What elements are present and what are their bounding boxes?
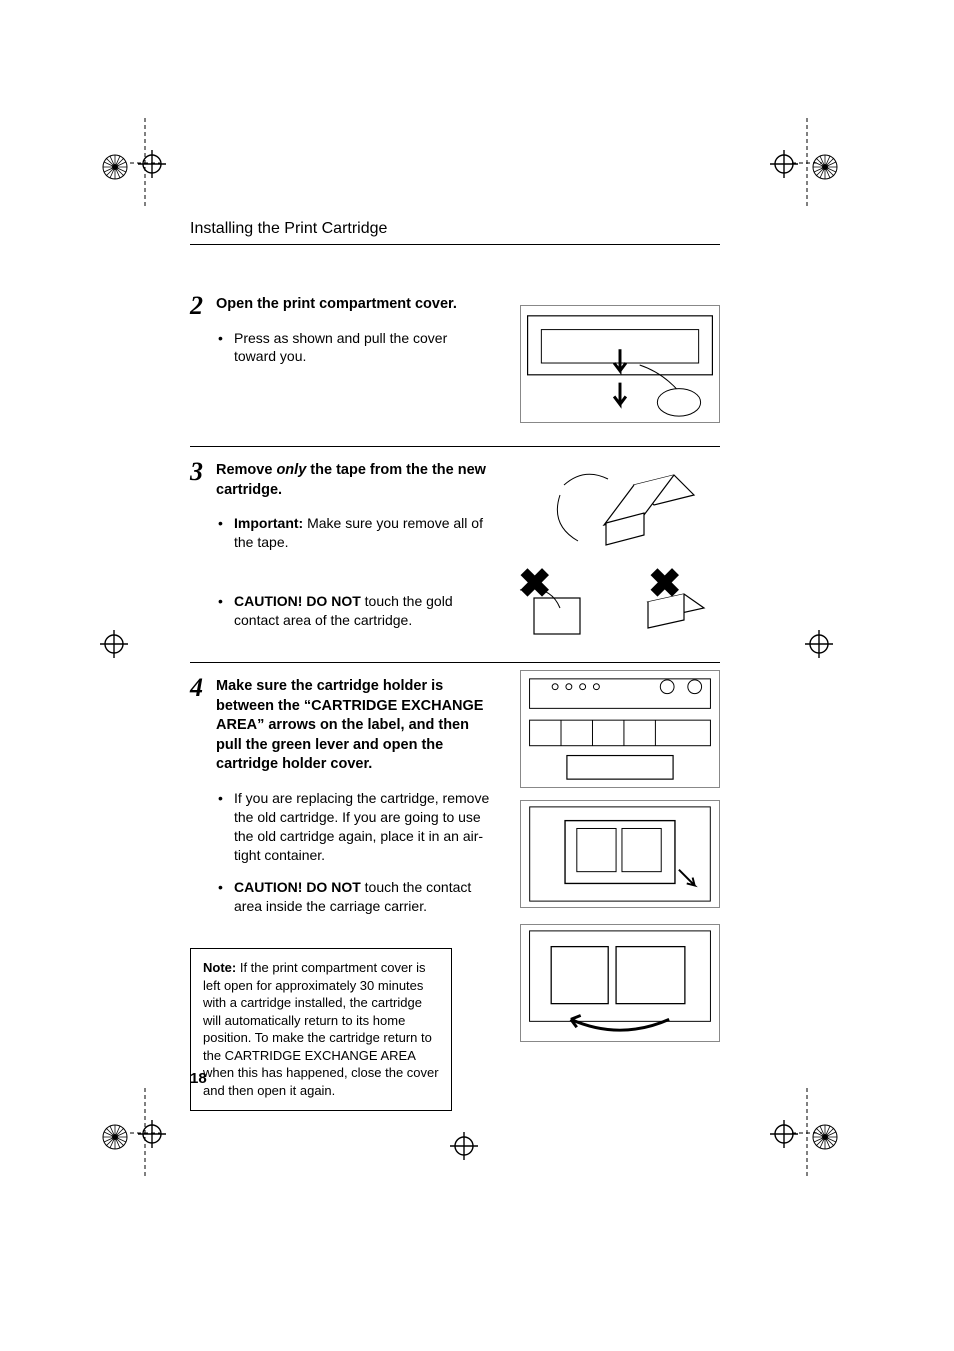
step-4-bullet-1: If you are replacing the cartridge, remo… (234, 789, 496, 865)
step-number-3: 3 (190, 459, 216, 485)
crop-mark-icon-1 (792, 118, 822, 208)
crop-mark-icon-0 (130, 118, 160, 208)
regmark-small-icon-3 (805, 630, 833, 658)
illus-step3-remove-tape (524, 455, 714, 561)
note-text: If the print compartment cover is left o… (203, 960, 439, 1098)
regmark-big-icon-2 (100, 1122, 130, 1152)
step-4-heading: Make sure the cartridge holder is betwee… (216, 677, 496, 775)
step-4-bullet-2: CAUTION! DO NOT touch the contact area i… (234, 878, 496, 916)
step-number-4: 4 (190, 675, 216, 701)
step-3-bullet-1-prefix: Important: (234, 515, 303, 531)
step-2-heading: Open the print compartment cover. (216, 295, 486, 315)
section-title: Installing the Print Cartridge (190, 220, 730, 245)
step-3-bullet-2-prefix: CAUTION! DO NOT (234, 593, 361, 609)
illus-step4-top-view (520, 670, 720, 788)
crop-mark-icon-3 (792, 1088, 822, 1178)
step-4-bullet-2-prefix: CAUTION! DO NOT (234, 879, 361, 895)
step-2-bullet-1: Press as shown and pull the cover toward… (234, 329, 486, 367)
crop-mark-icon-2 (130, 1088, 160, 1178)
illus-step4-holder (520, 800, 720, 908)
section-title-text: Installing the Print Cartridge (190, 220, 387, 237)
rule-after-step-3 (190, 662, 720, 663)
step-3-bullet-2: CAUTION! DO NOT touch the gold contact a… (234, 592, 496, 630)
rule-after-step-2 (190, 446, 720, 447)
page-number: 18 (190, 1070, 207, 1087)
regmark-big-icon-0 (100, 152, 130, 182)
note-box: Note: If the print compartment cover is … (190, 948, 452, 1110)
step-3-bullet-1: Important: Make sure you remove all of t… (234, 514, 496, 552)
illus-step4-open-holder (520, 924, 720, 1042)
note-prefix: Note: (203, 960, 236, 975)
title-rule (190, 244, 720, 245)
step-3-heading: Remove only the tape from the the new ca… (216, 461, 496, 500)
x-mark-1: ✖ (518, 564, 552, 604)
step-number-2: 2 (190, 293, 216, 319)
regmark-small-icon-2 (100, 630, 128, 658)
x-mark-2: ✖ (648, 564, 682, 604)
regmark-small-icon-6 (450, 1132, 478, 1160)
illus-step2-printer-cover (520, 305, 720, 423)
